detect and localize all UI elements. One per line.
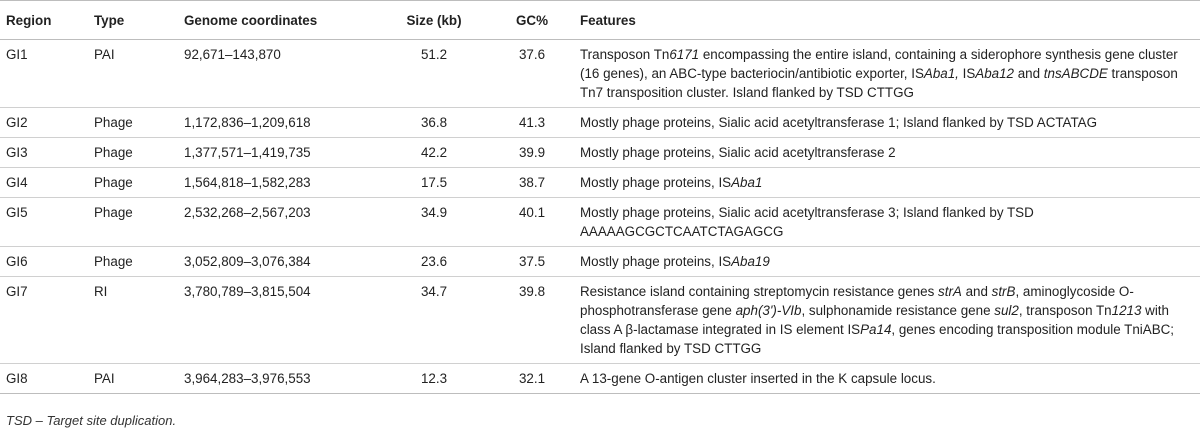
cell-type: Phage bbox=[94, 115, 133, 130]
cell-type: RI bbox=[94, 284, 108, 299]
cell-features: Mostly phage proteins, Sialic acid acety… bbox=[580, 108, 1200, 138]
feature-text: Mostly phage proteins, Sialic acid acety… bbox=[580, 115, 1098, 130]
cell-region: GI6 bbox=[6, 254, 28, 269]
feature-italic-text: Aba1 bbox=[731, 175, 763, 190]
cell-gc: 41.3 bbox=[518, 115, 546, 130]
cell-features: Mostly phage proteins, ISAba1 bbox=[580, 168, 1200, 198]
feature-text: , transposon Tn bbox=[1018, 303, 1112, 318]
cell-size: 23.6 bbox=[420, 254, 448, 269]
cell-type: PAI bbox=[94, 47, 115, 62]
cell-genome-coordinates: 1,564,818–1,582,283 bbox=[184, 175, 311, 190]
table-row: GI1 PAI 92,671–143,870 51.2 37.6 Transpo… bbox=[0, 40, 1200, 108]
feature-text: Resistance island containing streptomyci… bbox=[580, 284, 939, 299]
header-gc: GC% bbox=[484, 0, 580, 40]
feature-text: Mostly phage proteins, IS bbox=[580, 175, 732, 190]
cell-region: GI8 bbox=[6, 371, 28, 386]
cell-features: Mostly phage proteins, Sialic acid acety… bbox=[580, 198, 1200, 247]
cell-genome-coordinates: 1,377,571–1,419,735 bbox=[184, 145, 311, 160]
table-header: Region Type Genome coordinates Size (kb)… bbox=[0, 0, 1200, 40]
cell-type: PAI bbox=[94, 371, 115, 386]
feature-text: Mostly phage proteins, Sialic acid acety… bbox=[580, 145, 896, 160]
header-features: Features bbox=[580, 0, 1200, 40]
feature-text: encompassing the entire island, containi… bbox=[580, 47, 1178, 81]
cell-size: 42.2 bbox=[420, 145, 448, 160]
cell-genome-coordinates: 3,052,809–3,076,384 bbox=[184, 254, 311, 269]
feature-italic-text: Pa14 bbox=[860, 322, 892, 337]
feature-text: and bbox=[961, 284, 992, 299]
feature-italic-text: Aba12 bbox=[975, 66, 1014, 81]
header-row: Region Type Genome coordinates Size (kb)… bbox=[0, 0, 1200, 40]
feature-italic-text: strA bbox=[938, 284, 962, 299]
cell-gc: 37.6 bbox=[518, 47, 546, 62]
feature-italic-text: 6171 bbox=[669, 47, 700, 62]
table-body: GI1 PAI 92,671–143,870 51.2 37.6 Transpo… bbox=[0, 40, 1200, 394]
genomic-islands-table: Region Type Genome coordinates Size (kb)… bbox=[0, 0, 1200, 394]
cell-gc: 39.8 bbox=[518, 284, 546, 299]
table-row: GI5 Phage 2,532,268–2,567,203 34.9 40.1 … bbox=[0, 198, 1200, 247]
feature-text: with class A β-lactamase integrated in I… bbox=[580, 303, 1169, 337]
table-row: GI7 RI 3,780,789–3,815,504 34.7 39.8 Res… bbox=[0, 277, 1200, 364]
cell-gc: 32.1 bbox=[518, 371, 546, 386]
header-type: Type bbox=[94, 0, 184, 40]
cell-size: 34.7 bbox=[420, 284, 448, 299]
feature-italic-text: aph(3')-VIb bbox=[735, 303, 802, 318]
feature-italic-text: Aba19 bbox=[731, 254, 770, 269]
cell-gc: 39.9 bbox=[518, 145, 546, 160]
feature-italic-text: tnsABCDE bbox=[1043, 66, 1108, 81]
cell-features: Mostly phage proteins, Sialic acid acety… bbox=[580, 138, 1200, 168]
cell-size: 36.8 bbox=[420, 115, 448, 130]
feature-italic-text: Aba1, bbox=[923, 66, 959, 81]
cell-size: 51.2 bbox=[420, 47, 448, 62]
header-size: Size (kb) bbox=[384, 0, 484, 40]
feature-text: , sulphonamide resistance gene bbox=[801, 303, 995, 318]
header-region: Region bbox=[0, 0, 94, 40]
feature-text: IS bbox=[958, 66, 976, 81]
cell-genome-coordinates: 3,964,283–3,976,553 bbox=[184, 371, 311, 386]
cell-region: GI2 bbox=[6, 115, 28, 130]
table-row: GI8 PAI 3,964,283–3,976,553 12.3 32.1 A … bbox=[0, 364, 1200, 394]
feature-text: and bbox=[1014, 66, 1044, 81]
cell-size: 34.9 bbox=[420, 205, 448, 220]
table-row: GI4 Phage 1,564,818–1,582,283 17.5 38.7 … bbox=[0, 168, 1200, 198]
cell-genome-coordinates: 2,532,268–2,567,203 bbox=[184, 205, 311, 220]
cell-gc: 38.7 bbox=[518, 175, 546, 190]
table-row: GI3 Phage 1,377,571–1,419,735 42.2 39.9 … bbox=[0, 138, 1200, 168]
table-row: GI6 Phage 3,052,809–3,076,384 23.6 37.5 … bbox=[0, 247, 1200, 277]
cell-type: Phage bbox=[94, 175, 133, 190]
feature-text: transposon Tn7 transposition cluster. Is… bbox=[580, 66, 1178, 100]
cell-genome-coordinates: 3,780,789–3,815,504 bbox=[184, 284, 311, 299]
cell-genome-coordinates: 1,172,836–1,209,618 bbox=[184, 115, 311, 130]
cell-region: GI7 bbox=[6, 284, 28, 299]
cell-type: Phage bbox=[94, 254, 133, 269]
cell-size: 12.3 bbox=[420, 371, 448, 386]
feature-text: Mostly phage proteins, IS bbox=[580, 254, 732, 269]
table-footnote: TSD – Target site duplication. bbox=[6, 413, 177, 428]
cell-gc: 40.1 bbox=[518, 205, 546, 220]
feature-italic-text: 1213 bbox=[1111, 303, 1142, 318]
feature-text: , aminoglycoside O-phosphotransferase ge… bbox=[580, 284, 1134, 318]
cell-features: Resistance island containing streptomyci… bbox=[580, 277, 1200, 364]
cell-region: GI4 bbox=[6, 175, 28, 190]
cell-region: GI5 bbox=[6, 205, 28, 220]
feature-italic-text: strB bbox=[991, 284, 1016, 299]
header-genome-coordinates: Genome coordinates bbox=[184, 0, 384, 40]
feature-text: Mostly phage proteins, Sialic acid acety… bbox=[580, 205, 1034, 239]
cell-size: 17.5 bbox=[420, 175, 448, 190]
cell-type: Phage bbox=[94, 205, 133, 220]
feature-italic-text: sul2 bbox=[994, 303, 1019, 318]
cell-type: Phage bbox=[94, 145, 133, 160]
feature-text: , genes encoding transposition module Tn… bbox=[580, 322, 1175, 356]
cell-region: GI3 bbox=[6, 145, 28, 160]
table-row: GI2 Phage 1,172,836–1,209,618 36.8 41.3 … bbox=[0, 108, 1200, 138]
cell-genome-coordinates: 92,671–143,870 bbox=[184, 47, 281, 62]
cell-features: A 13-gene O-antigen cluster inserted in … bbox=[580, 364, 1200, 394]
cell-region: GI1 bbox=[6, 47, 28, 62]
cell-features: Mostly phage proteins, ISAba19 bbox=[580, 247, 1200, 277]
feature-text: Transposon Tn bbox=[580, 47, 670, 62]
cell-gc: 37.5 bbox=[518, 254, 546, 269]
feature-text: A 13-gene O-antigen cluster inserted in … bbox=[580, 371, 936, 386]
cell-features: Transposon Tn6171 encompassing the entir… bbox=[580, 40, 1200, 108]
